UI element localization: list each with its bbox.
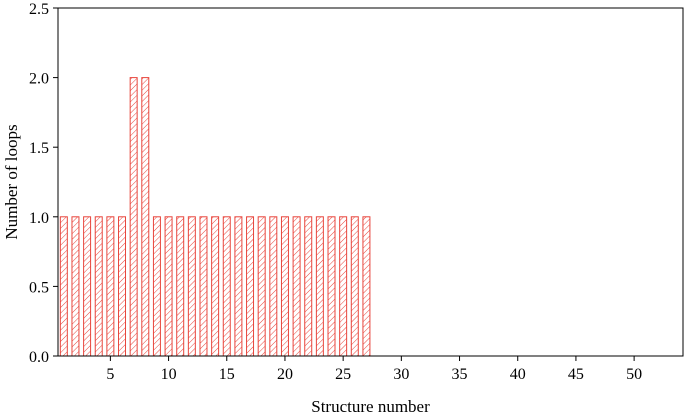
bar: [362, 216, 371, 357]
y-tick-label: 2.5: [29, 1, 49, 18]
x-axis-label: Structure number: [311, 397, 430, 415]
y-tick-label: 2.0: [29, 71, 49, 88]
bar: [71, 216, 80, 357]
bars-group: [59, 77, 371, 357]
bar: [269, 216, 278, 357]
bar: [106, 216, 115, 357]
x-tick-label: 15: [219, 366, 235, 383]
bar: [187, 216, 196, 357]
bar: [222, 216, 231, 357]
bar: [246, 216, 255, 357]
y-tick-label: 1.5: [29, 140, 49, 157]
y-tick-label: 0.0: [29, 349, 49, 366]
bar: [118, 216, 127, 357]
y-axis-label: Number of loops: [2, 124, 21, 239]
y-tick-label: 0.5: [29, 279, 49, 296]
x-tick-label: 5: [106, 366, 114, 383]
x-tick-label: 30: [393, 366, 409, 383]
x-tick-label: 20: [277, 366, 293, 383]
bar: [129, 77, 138, 357]
bar: [339, 216, 348, 357]
bar: [199, 216, 208, 357]
bar: [152, 216, 161, 357]
bar: [350, 216, 359, 357]
bar: [211, 216, 220, 357]
bar: [83, 216, 92, 357]
bar: [257, 216, 266, 357]
y-tick-label: 1.0: [29, 210, 49, 227]
x-tick-label: 10: [161, 366, 177, 383]
bar: [94, 216, 103, 357]
bar: [280, 216, 289, 357]
x-tick-label: 35: [452, 366, 468, 383]
x-tick-label: 40: [510, 366, 526, 383]
bar: [234, 216, 243, 357]
x-tick-label: 45: [568, 366, 584, 383]
bar: [304, 216, 313, 357]
bar: [176, 216, 185, 357]
plot-frame: [57, 7, 684, 357]
ticks-group: 5 10 15 20 25 30 35 40 45 50 0.0 0.5 1.0 1.5 2.0 2.5: [29, 1, 642, 383]
bar: [164, 216, 173, 357]
bar: [59, 216, 68, 357]
x-tick-label: 50: [626, 366, 642, 383]
x-tick-label: 25: [335, 366, 351, 383]
bar: [141, 77, 150, 357]
bar: [327, 216, 336, 357]
bar: [315, 216, 324, 357]
bar: [292, 216, 301, 357]
